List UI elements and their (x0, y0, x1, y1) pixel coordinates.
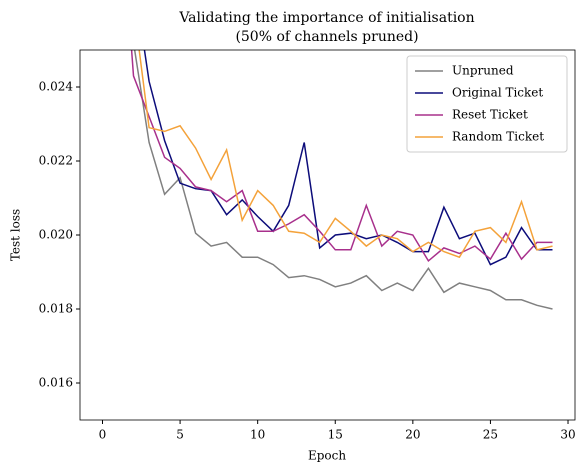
legend-box (406, 55, 568, 153)
x-tick-label: 10 (250, 428, 265, 442)
plot-lines (130, 50, 553, 310)
y-axis-label: Test loss (9, 209, 23, 261)
x-tick-label: 0 (99, 428, 107, 442)
x-tick-label: 25 (483, 428, 498, 442)
x-axis-label: Epoch (308, 449, 346, 463)
series-line (138, 50, 553, 259)
legend-label: Unpruned (452, 64, 514, 78)
y-tick-label: 0.024 (39, 80, 74, 94)
x-tick-label: 20 (405, 428, 420, 442)
x-tick-label: 5 (176, 428, 184, 442)
series-line (133, 50, 553, 310)
x-tick-label: 30 (560, 428, 575, 442)
y-tick-label: 0.020 (39, 228, 73, 242)
y-tick-label: 0.022 (39, 154, 73, 168)
legend-label: Reset Ticket (452, 108, 528, 122)
series-line (130, 50, 553, 263)
legend-label: Random Ticket (452, 130, 544, 144)
x-tick-label: 15 (328, 428, 343, 442)
chart-subtitle: (50% of channels pruned) (235, 29, 418, 45)
y-tick-label: 0.018 (39, 302, 73, 316)
y-tick-label: 0.016 (39, 376, 73, 390)
legend-label: Original Ticket (452, 86, 543, 100)
plot-frame (79, 49, 576, 421)
chart-title: Validating the importance of initialisat… (178, 10, 474, 26)
